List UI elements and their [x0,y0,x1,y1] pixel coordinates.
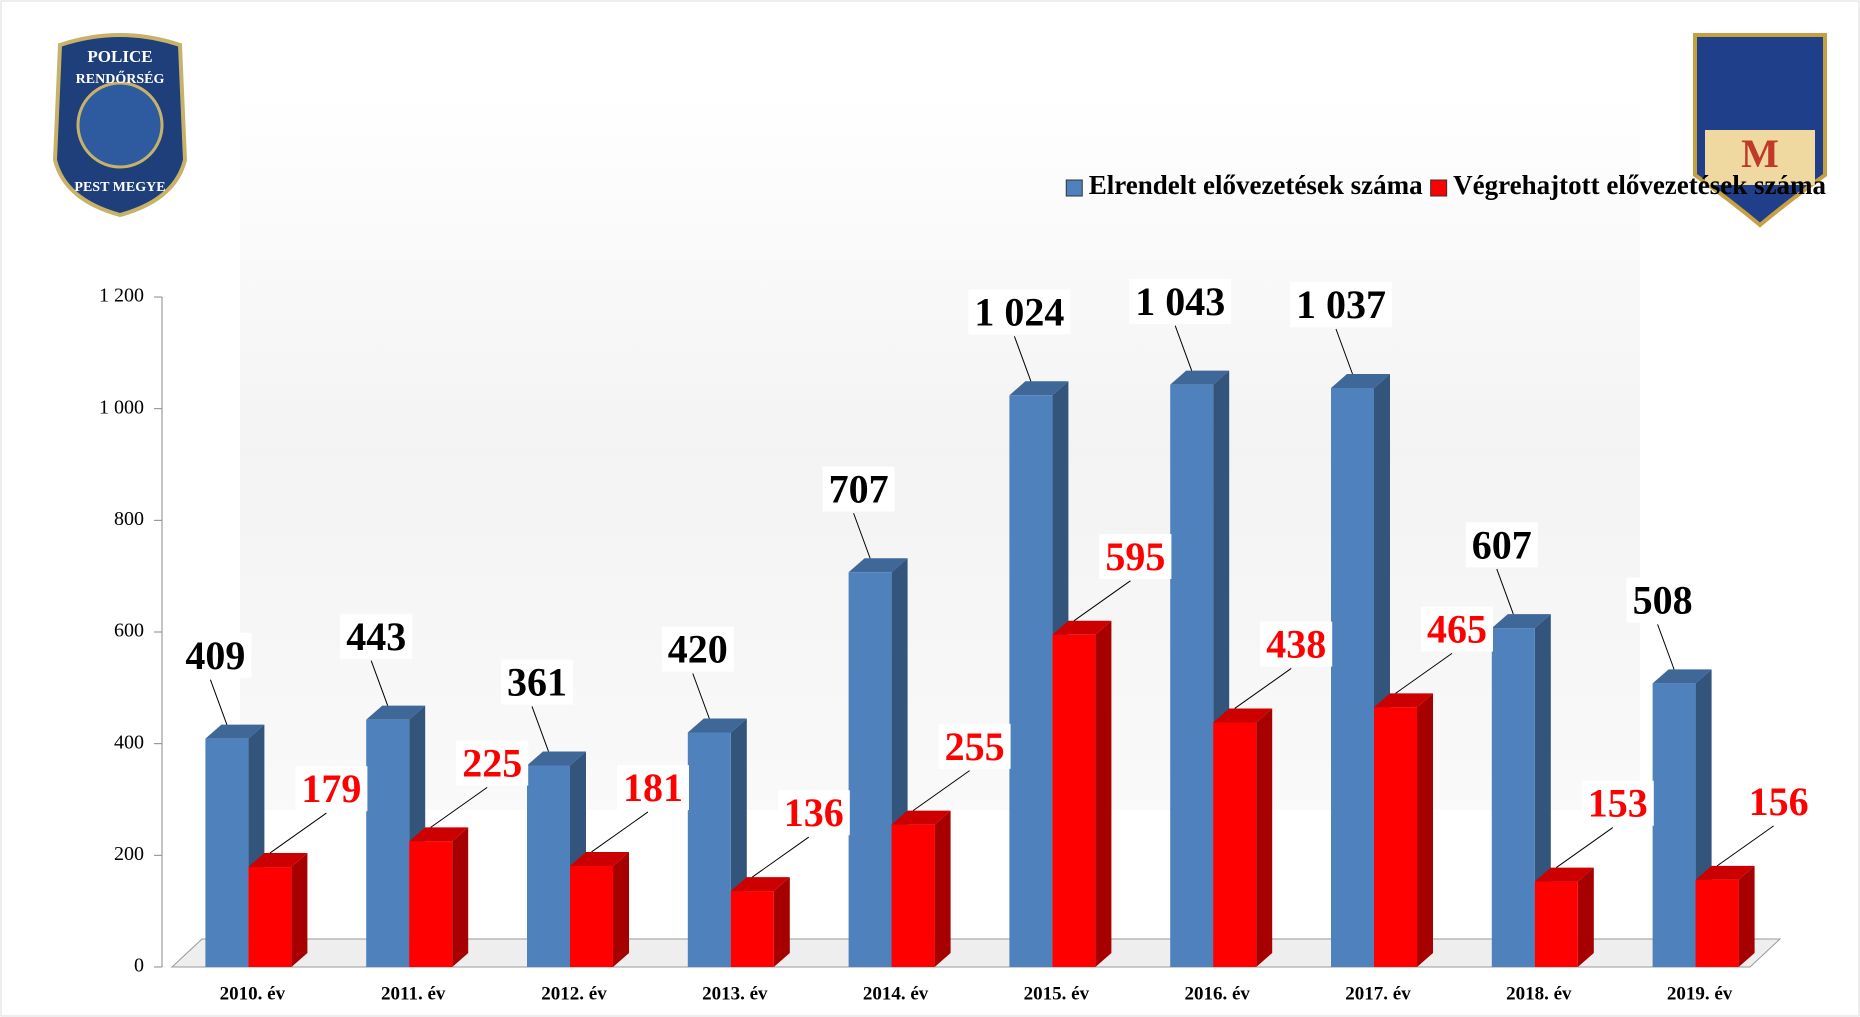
x-tick-label: 2017. év [1345,983,1411,1004]
data-label: 508 [1633,578,1693,623]
bar-front [731,891,774,967]
bar-front [1331,388,1374,967]
bar [892,811,951,967]
bar [570,852,629,967]
y-tick-label: 600 [114,620,144,642]
data-label: 465 [1427,607,1487,652]
data-label: 420 [668,627,728,672]
y-tick-label: 800 [114,508,144,530]
bar [1052,621,1111,967]
bar-front [366,720,409,967]
data-label: 181 [623,765,683,810]
x-tick-label: 2010. év [220,983,286,1004]
bar-side [774,877,790,967]
bar-front [1052,635,1095,967]
bar-front [892,825,935,967]
bar-front [527,765,570,967]
x-tick-label: 2016. év [1184,983,1250,1004]
bar-front [1696,880,1739,967]
data-label: 1 024 [974,289,1064,334]
data-label: 409 [185,633,245,678]
bar [731,877,790,967]
bar [248,853,307,967]
data-label: 225 [462,741,522,786]
logo-text: POLICE [87,47,152,66]
bar-front [1170,385,1213,967]
y-tick-label: 1 000 [99,396,144,418]
legend-swatch [1431,180,1447,196]
bar [1696,866,1755,967]
bar-side [1417,693,1433,967]
y-tick-label: 400 [114,731,144,753]
x-tick-label: 2018. év [1506,983,1572,1004]
bar [1213,708,1272,967]
y-tick-label: 200 [114,843,144,865]
data-label: 361 [507,660,567,705]
bar-front [248,867,291,967]
bar [409,827,468,967]
x-tick-label: 2014. év [863,983,929,1004]
bar-front [1535,882,1578,967]
data-label: 707 [829,466,889,511]
logo-text: PEST MEGYE [74,180,165,195]
bar-side [1095,621,1111,967]
bar-front [1374,707,1417,967]
data-label: 443 [346,614,406,659]
legend-label: Elrendelt elővezetések száma [1089,170,1423,200]
bar-side [935,811,951,967]
logo-text: RENDŐRSÉG [76,70,165,87]
data-label: 438 [1266,622,1326,667]
bar-front [1492,628,1535,967]
y-tick-label: 0 [134,955,144,977]
x-tick-label: 2011. év [381,983,446,1004]
bar [1374,693,1433,967]
data-label: 136 [784,790,844,835]
data-label: 179 [301,766,361,811]
police-logo: POLICE RENDŐRSÉG PEST MEGYE [55,35,185,215]
x-tick-label: 2019. év [1667,983,1733,1004]
bar-front [409,841,452,967]
legend-label: Végrehajtott elővezetések száma [1453,170,1826,200]
bar-side [1578,868,1594,967]
bar-front [570,866,613,967]
bar-side [1739,866,1755,967]
bar-side [1256,708,1272,967]
bar-front [849,572,892,967]
x-tick-label: 2013. év [702,983,768,1004]
data-label: 1 043 [1135,279,1225,324]
bar-side [613,852,629,967]
y-tick-label: 1 200 [99,285,144,307]
data-label: 1 037 [1296,282,1386,327]
bar [1535,868,1594,967]
data-label: 595 [1105,534,1165,579]
legend-swatch [1066,180,1082,196]
bar-side [291,853,307,967]
data-label: 255 [945,724,1005,769]
data-label: 153 [1588,781,1648,826]
bar-front [1009,395,1052,967]
bar-front [688,733,731,968]
data-label: 607 [1472,522,1532,567]
chart: POLICE RENDŐRSÉG PEST MEGYE M 0200400600… [0,0,1860,1017]
bar-side [452,827,468,967]
bar-front [1653,683,1696,967]
x-tick-label: 2015. év [1024,983,1090,1004]
bar-front [1213,722,1256,967]
data-label: 156 [1749,779,1809,824]
x-tick-label: 2012. év [541,983,607,1004]
bar-front [205,739,248,967]
